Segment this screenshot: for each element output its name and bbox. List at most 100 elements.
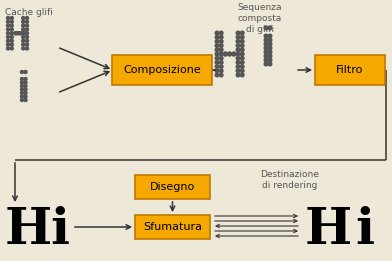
Circle shape: [215, 44, 219, 48]
Circle shape: [220, 35, 223, 39]
Circle shape: [7, 43, 9, 46]
Circle shape: [215, 73, 219, 77]
Circle shape: [240, 61, 244, 64]
Circle shape: [240, 31, 244, 35]
Circle shape: [215, 56, 219, 60]
Circle shape: [22, 32, 25, 35]
Circle shape: [220, 48, 223, 52]
FancyBboxPatch shape: [112, 55, 212, 85]
Circle shape: [268, 58, 272, 62]
Text: Sequenza
composta
di glifi: Sequenza composta di glifi: [238, 3, 282, 34]
Circle shape: [10, 20, 13, 23]
Circle shape: [220, 40, 223, 43]
Circle shape: [7, 35, 9, 39]
Text: Disegno: Disegno: [150, 182, 195, 192]
Circle shape: [240, 56, 244, 60]
Circle shape: [24, 95, 27, 98]
Circle shape: [236, 40, 240, 43]
Circle shape: [7, 24, 9, 27]
Circle shape: [24, 98, 27, 102]
Circle shape: [10, 32, 13, 35]
Circle shape: [223, 52, 227, 56]
Text: Composizione: Composizione: [123, 65, 201, 75]
Text: Cache glifi: Cache glifi: [5, 8, 53, 17]
Circle shape: [10, 39, 13, 42]
Circle shape: [236, 73, 240, 77]
Circle shape: [268, 38, 272, 42]
Circle shape: [264, 50, 268, 54]
Circle shape: [215, 35, 219, 39]
Circle shape: [236, 48, 240, 52]
Circle shape: [236, 52, 240, 56]
Circle shape: [20, 78, 24, 80]
Circle shape: [10, 43, 13, 46]
Circle shape: [20, 95, 24, 98]
Circle shape: [220, 61, 223, 64]
Circle shape: [268, 62, 272, 66]
Circle shape: [215, 61, 219, 64]
Circle shape: [220, 52, 223, 56]
Circle shape: [268, 54, 272, 58]
Circle shape: [268, 50, 272, 54]
Text: Destinazione
di rendering: Destinazione di rendering: [261, 170, 319, 190]
Text: i: i: [355, 206, 374, 255]
Circle shape: [236, 35, 240, 39]
Circle shape: [25, 20, 29, 23]
Circle shape: [14, 32, 17, 35]
Circle shape: [268, 42, 272, 46]
Circle shape: [20, 70, 24, 74]
Circle shape: [10, 47, 13, 50]
Circle shape: [240, 65, 244, 68]
Circle shape: [24, 88, 27, 91]
Circle shape: [10, 35, 13, 39]
Circle shape: [215, 48, 219, 52]
Circle shape: [18, 32, 21, 35]
Circle shape: [236, 65, 240, 68]
Circle shape: [236, 31, 240, 35]
Circle shape: [220, 44, 223, 48]
Text: Sfumatura: Sfumatura: [143, 222, 202, 232]
Text: Filtro: Filtro: [336, 65, 364, 75]
Circle shape: [16, 32, 19, 35]
FancyBboxPatch shape: [315, 55, 385, 85]
Circle shape: [240, 52, 244, 56]
Circle shape: [236, 44, 240, 48]
Circle shape: [220, 69, 223, 73]
Circle shape: [215, 65, 219, 68]
Circle shape: [7, 47, 9, 50]
Circle shape: [22, 32, 25, 35]
Circle shape: [228, 52, 231, 56]
Circle shape: [240, 73, 244, 77]
Circle shape: [7, 16, 9, 20]
Circle shape: [7, 39, 9, 42]
Text: H: H: [5, 206, 52, 255]
Circle shape: [10, 16, 13, 20]
Circle shape: [22, 47, 25, 50]
Circle shape: [268, 46, 272, 50]
Circle shape: [22, 16, 25, 20]
Circle shape: [24, 92, 27, 94]
Circle shape: [228, 52, 231, 56]
Circle shape: [25, 43, 29, 46]
Circle shape: [22, 39, 25, 42]
Circle shape: [236, 61, 240, 64]
Circle shape: [22, 28, 25, 31]
Circle shape: [20, 92, 24, 94]
Circle shape: [215, 40, 219, 43]
Circle shape: [264, 62, 268, 66]
Circle shape: [232, 52, 236, 56]
Circle shape: [236, 69, 240, 73]
Circle shape: [223, 52, 227, 56]
Circle shape: [7, 32, 9, 35]
Circle shape: [24, 81, 27, 84]
Circle shape: [240, 40, 244, 43]
Circle shape: [25, 32, 29, 35]
Circle shape: [22, 20, 25, 23]
Circle shape: [24, 85, 27, 87]
Circle shape: [22, 24, 25, 27]
Circle shape: [240, 35, 244, 39]
Circle shape: [25, 35, 29, 39]
Circle shape: [215, 69, 219, 73]
Circle shape: [240, 69, 244, 73]
Circle shape: [10, 28, 13, 31]
